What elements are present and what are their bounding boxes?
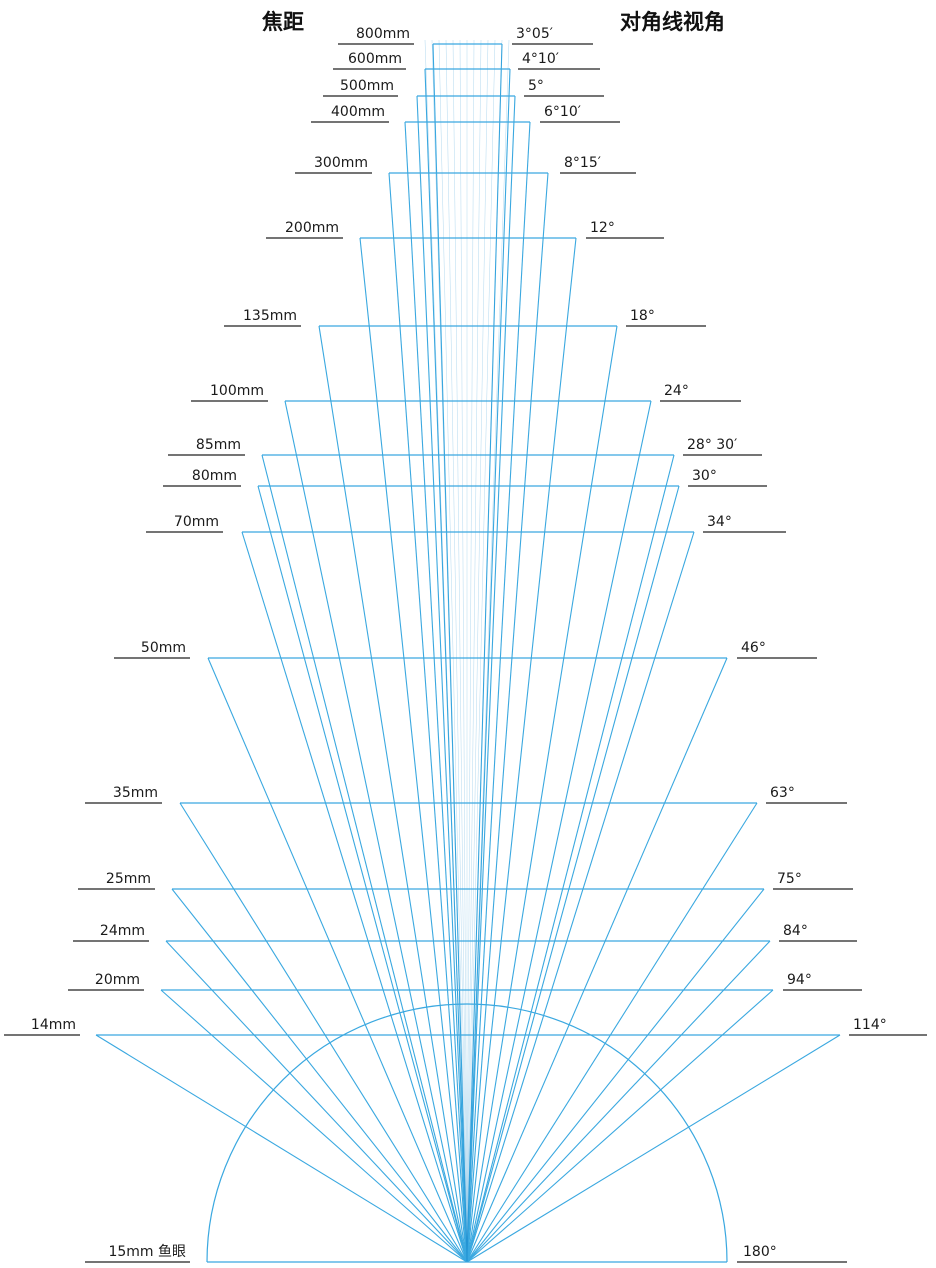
ray-left-300mm: [388, 172, 468, 1263]
angle-label-300mm: 8°15′: [564, 155, 601, 171]
ray-left-800mm: [432, 43, 468, 1263]
focal-label-400mm: 400mm: [331, 104, 385, 120]
ray-right-14mm: [466, 1034, 841, 1263]
focal-label-14mm: 14mm: [31, 1017, 76, 1033]
focal-label-135mm: 135mm: [243, 308, 297, 324]
angle-label-500mm: 5°: [528, 78, 544, 94]
focal-label-800mm: 800mm: [356, 26, 410, 42]
angle-label-400mm: 6°10′: [544, 104, 581, 120]
ray-left-600mm: [424, 68, 468, 1263]
center-ray: [466, 39, 503, 1263]
ray-right-80mm: [466, 485, 680, 1263]
focal-label-15mm-fisheye: 15mm 鱼眼: [108, 1243, 186, 1260]
focal-label-35mm: 35mm: [113, 785, 158, 801]
focal-label-200mm: 200mm: [285, 220, 339, 236]
ray-left-500mm: [416, 95, 468, 1263]
focal-label-85mm: 85mm: [196, 437, 241, 453]
angle-label-14mm: 114°: [853, 1017, 887, 1033]
ray-right-50mm: [466, 657, 728, 1263]
label-group: 800mm 3°05′ 600mm 4°10′ 500mm 5° 400mm 6°10′ 300…: [4, 26, 927, 1263]
focal-label-300mm: 300mm: [314, 155, 368, 171]
ray-fan: [95, 39, 841, 1263]
diagonal-angle-heading: 对角线视角: [620, 10, 725, 34]
ray-right-400mm: [466, 121, 531, 1263]
center-ray: [438, 39, 468, 1263]
angle-label-70mm: 34°: [707, 514, 732, 530]
focal-label-500mm: 500mm: [340, 78, 394, 94]
angle-label-100mm: 24°: [664, 383, 689, 399]
ray-left-200mm: [359, 237, 468, 1263]
focal-label-20mm: 20mm: [95, 972, 140, 988]
ray-right-25mm: [466, 888, 765, 1263]
ray-right-24mm: [466, 940, 771, 1263]
center-ray: [466, 39, 489, 1263]
angle-label-35mm: 63°: [770, 785, 795, 801]
focal-label-25mm: 25mm: [106, 871, 151, 887]
focal-label-80mm: 80mm: [192, 468, 237, 484]
ray-left-400mm: [404, 121, 468, 1263]
ray-right-20mm: [466, 989, 774, 1263]
angle-label-800mm: 3°05′: [516, 26, 553, 42]
ray-left-20mm: [160, 989, 468, 1263]
focal-label-600mm: 600mm: [348, 51, 402, 67]
center-ray: [466, 39, 510, 1263]
angle-label-20mm: 94°: [787, 972, 812, 988]
ray-left-80mm: [257, 485, 468, 1263]
center-ray: [466, 39, 496, 1263]
ray-right-85mm: [466, 454, 675, 1263]
ray-left-100mm: [284, 400, 468, 1263]
ray-left-70mm: [241, 531, 468, 1263]
angle-label-25mm: 75°: [777, 871, 802, 887]
ray-right-800mm: [466, 43, 503, 1263]
ray-left-85mm: [261, 454, 468, 1263]
angle-label-180: 180°: [743, 1244, 777, 1260]
focal-label-50mm: 50mm: [141, 640, 186, 656]
center-ray: [466, 39, 482, 1263]
angle-label-600mm: 4°10′: [522, 51, 559, 67]
ray-left-14mm: [95, 1034, 468, 1263]
focal-label-100mm: 100mm: [210, 383, 264, 399]
angle-label-80mm: 30°: [692, 468, 717, 484]
field-bars: [96, 43, 840, 1036]
fisheye-semicircle: [206, 1003, 728, 1263]
focal-label-24mm: 24mm: [100, 923, 145, 939]
focal-length-heading: 焦距: [262, 10, 304, 34]
focal-label-70mm: 70mm: [174, 514, 219, 530]
angle-label-85mm: 28° 30′: [687, 437, 737, 453]
ray-right-70mm: [466, 531, 695, 1263]
ray-right-600mm: [466, 68, 511, 1263]
angle-label-135mm: 18°: [630, 308, 655, 324]
center-ray: [452, 39, 468, 1263]
ray-right-135mm: [466, 325, 618, 1263]
angle-label-50mm: 46°: [741, 640, 766, 656]
center-ray: [466, 39, 475, 1263]
ray-left-25mm: [171, 888, 468, 1263]
ray-left-35mm: [179, 802, 468, 1263]
center-ray: [424, 39, 468, 1263]
center-ray: [431, 39, 468, 1263]
ray-right-35mm: [466, 802, 758, 1263]
ray-left-50mm: [207, 657, 468, 1263]
ray-right-500mm: [466, 95, 516, 1263]
ray-left-24mm: [165, 940, 468, 1263]
fisheye-arc: [206, 1003, 728, 1263]
center-ray: [445, 39, 468, 1263]
ray-left-135mm: [318, 325, 468, 1263]
angle-label-24mm: 84°: [783, 923, 808, 939]
ray-right-300mm: [466, 172, 549, 1263]
ray-right-100mm: [466, 400, 652, 1263]
angle-label-200mm: 12°: [590, 220, 615, 236]
ray-right-200mm: [466, 237, 577, 1263]
center-ray: [459, 39, 468, 1263]
